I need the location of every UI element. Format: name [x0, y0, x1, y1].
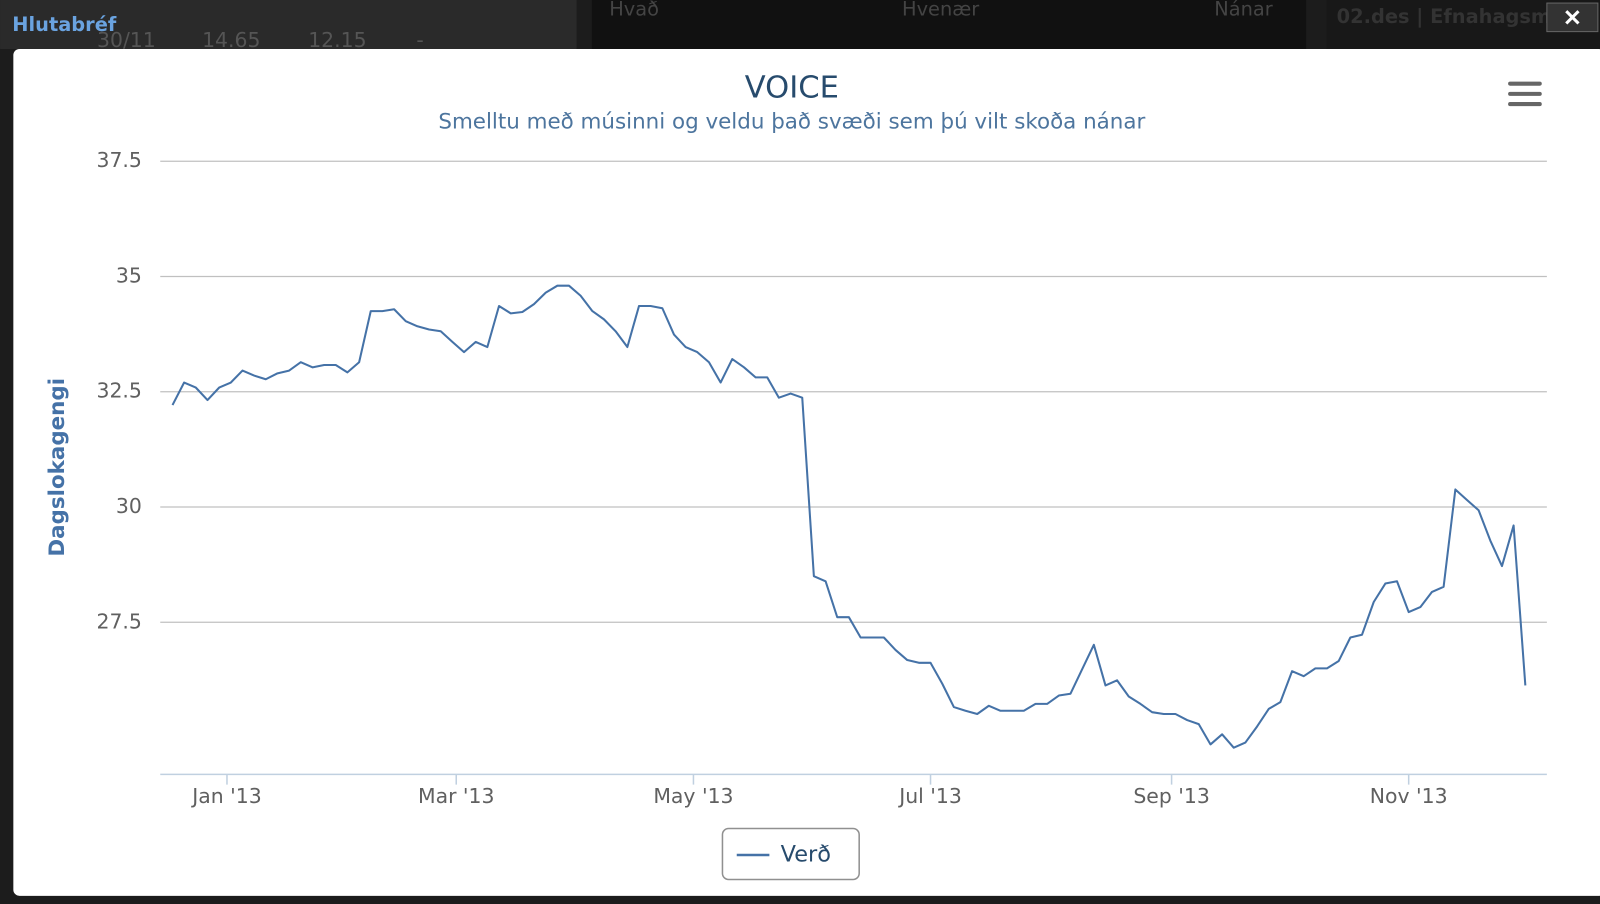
x-tick-label: May '13: [653, 784, 733, 808]
legend-label: Verð: [781, 842, 831, 868]
x-tick-label: Mar '13: [418, 784, 495, 808]
news-item: 02.des | Efnahagsm: [1337, 5, 1551, 28]
y-tick-label: 27.5: [96, 609, 141, 633]
middle-panel: [591, 0, 1307, 49]
y-axis-title: Dagslokagengi: [45, 378, 70, 557]
cell: 14.65: [202, 28, 260, 52]
column-header: Hvenær: [902, 0, 979, 21]
left-panel: [0, 0, 577, 49]
x-tick-label: Sep '13: [1133, 784, 1209, 808]
y-tick-label: 35: [116, 263, 142, 287]
legend-box: [721, 827, 860, 881]
x-tick-label: Jul '13: [897, 784, 962, 808]
menu-bar: [1508, 81, 1542, 86]
panel-title: Hlutabréf: [12, 13, 117, 36]
menu-bar: [1508, 91, 1542, 96]
legend: Verð: [721, 827, 860, 881]
menu-bar: [1508, 102, 1542, 107]
chart-title: VOICE: [745, 70, 839, 105]
cell: 30/11: [97, 28, 156, 52]
x-tick-label: Nov '13: [1370, 784, 1448, 808]
close-icon: [1565, 10, 1580, 25]
cell: 12.15: [308, 28, 366, 52]
y-tick-label: 30: [116, 494, 142, 518]
cell: -: [416, 28, 423, 52]
column-header: Hvað: [609, 0, 659, 21]
y-tick-label: 37.5: [96, 148, 141, 172]
y-tick-label: 32.5: [96, 379, 141, 403]
chart-subtitle: Smelltu með músinni og veldu það svæði s…: [438, 109, 1145, 134]
column-header: Nánar: [1214, 0, 1273, 21]
x-tick-label: Jan '13: [190, 784, 261, 808]
menu-button[interactable]: [1508, 81, 1542, 107]
price-line: [171, 284, 1527, 749]
